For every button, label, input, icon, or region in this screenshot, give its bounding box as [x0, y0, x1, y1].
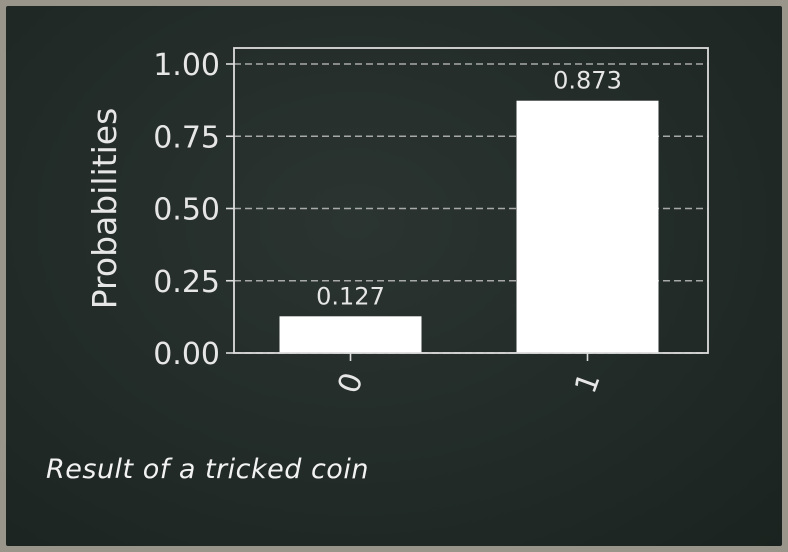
bar-1	[516, 100, 659, 353]
ytick-label-1: 0.25	[153, 265, 220, 300]
y-axis-label: Probabilities	[85, 108, 124, 310]
plot-frame	[233, 47, 709, 354]
ytick-label-2: 0.50	[153, 193, 220, 228]
labels: 0.00 0.25 0.50 0.75 1.00 0.127 0 0.873 1 Probabil…	[85, 48, 622, 398]
data-label-0: 0.127	[316, 282, 385, 310]
data-label-1: 0.873	[553, 67, 622, 95]
axes	[226, 47, 709, 361]
ytick-label-4: 1.00	[153, 48, 220, 83]
xtick-label-0: 0	[331, 368, 370, 398]
xtick-label-1: 1	[568, 368, 607, 398]
ytick-label-3: 0.75	[153, 120, 220, 155]
bars	[279, 100, 659, 353]
ytick-label-0: 0.00	[153, 337, 220, 372]
chart-caption: Result of a tricked coin	[46, 454, 369, 485]
bar-0	[279, 316, 422, 353]
